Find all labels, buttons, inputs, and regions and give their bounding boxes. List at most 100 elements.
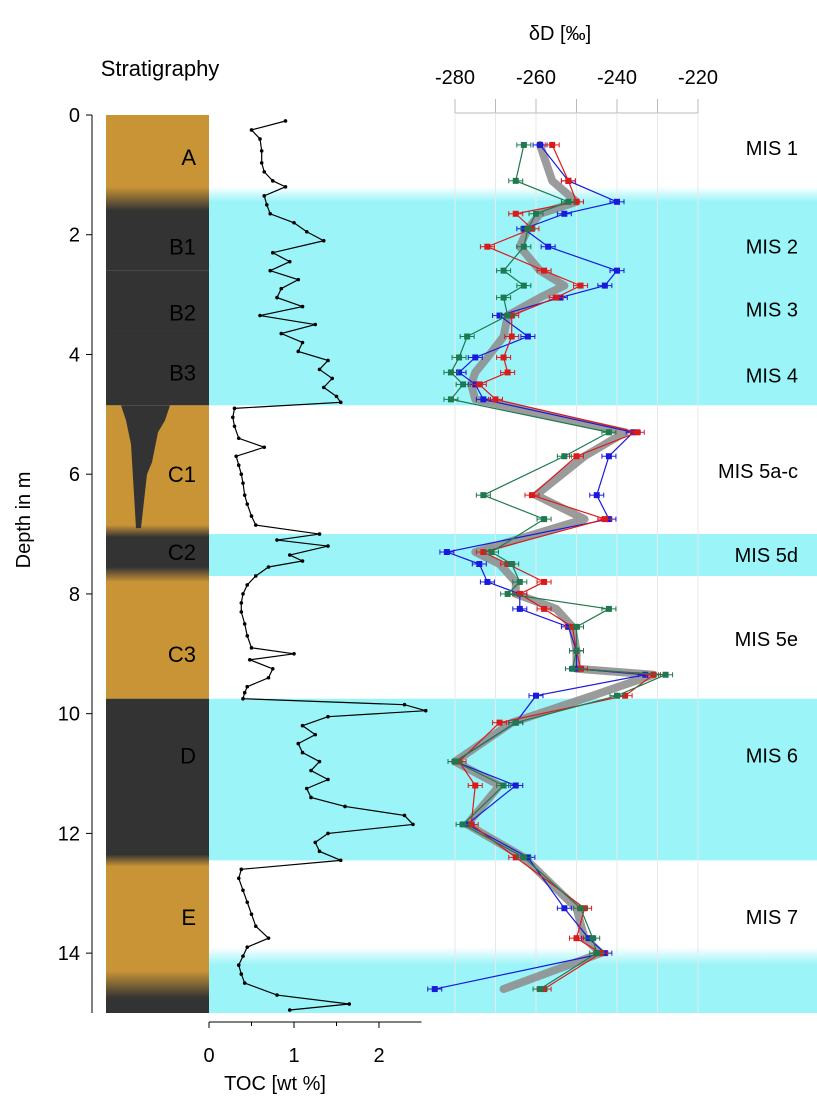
- toc-point: [258, 137, 262, 141]
- toc-point: [266, 565, 271, 569]
- toc-point: [245, 900, 250, 905]
- depth-tick-label: 4: [69, 344, 80, 366]
- toc-point: [423, 708, 428, 713]
- toc-tick-label: 1: [288, 1045, 299, 1067]
- toc-point: [317, 367, 322, 372]
- toc-curve: [231, 119, 428, 1012]
- toc-point: [343, 804, 347, 809]
- dd-point: [500, 354, 507, 361]
- toc-point: [241, 954, 245, 958]
- dd-point: [561, 210, 568, 217]
- dd-tick-label: -260: [516, 67, 556, 89]
- toc-point: [258, 313, 262, 318]
- toc-point: [402, 813, 407, 818]
- toc-point: [241, 592, 245, 596]
- strat-transition: [106, 566, 209, 582]
- toc-point: [266, 675, 271, 680]
- toc-point: [317, 759, 322, 764]
- dd-point: [601, 516, 608, 523]
- dd-point: [480, 396, 487, 403]
- toc-point: [245, 502, 250, 506]
- dd-point: [516, 605, 523, 612]
- mis-label: MIS 7: [746, 907, 798, 929]
- toc-point: [279, 331, 284, 336]
- dd-point: [589, 935, 596, 942]
- toc-point: [268, 268, 273, 273]
- toc-point: [309, 795, 313, 800]
- dd-point: [443, 549, 450, 556]
- strat-unit-label: D: [180, 744, 196, 769]
- strat-transition: [106, 186, 209, 211]
- dd-point: [520, 243, 527, 250]
- dd-point: [569, 665, 576, 672]
- mis-shade-band: [209, 198, 817, 406]
- toc-point: [313, 732, 318, 737]
- toc-point: [249, 646, 254, 650]
- toc-point: [338, 400, 343, 405]
- depth-tick-label: 6: [69, 464, 80, 486]
- dd-point: [492, 396, 499, 403]
- dd-point: [508, 333, 515, 340]
- dd-point: [605, 453, 612, 460]
- mis-shade-fade: [209, 186, 817, 202]
- toc-point: [317, 849, 322, 854]
- toc-point: [283, 185, 288, 189]
- mis-label: MIS 2: [746, 237, 798, 259]
- toc-point: [292, 220, 296, 225]
- mis-label: MIS 5a-c: [718, 461, 798, 483]
- toc-point: [245, 634, 250, 638]
- dd-point: [472, 354, 479, 361]
- mis-label: MIS 4: [746, 365, 798, 387]
- labels: Stratigraphy δD [‰] TOC [wt %] Depth in …: [13, 23, 798, 1095]
- dd-point: [561, 905, 568, 912]
- dd-point: [512, 210, 519, 217]
- toc-point: [292, 652, 296, 656]
- toc-point: [249, 128, 254, 132]
- toc-point: [402, 702, 407, 707]
- toc-point: [309, 768, 313, 773]
- dd-point: [573, 647, 580, 654]
- dd-point: [634, 429, 641, 436]
- dd-point: [476, 381, 483, 388]
- toc-point: [232, 424, 237, 429]
- toc-point: [242, 493, 247, 497]
- toc-point: [248, 657, 252, 662]
- toc-point: [326, 714, 330, 719]
- depth-tick-label: 12: [58, 823, 80, 845]
- toc-point: [279, 286, 284, 291]
- toc-point: [287, 553, 292, 557]
- dd-point: [605, 429, 612, 436]
- dd-curves: [427, 140, 674, 994]
- dd-point: [601, 282, 608, 289]
- toc-point: [287, 259, 292, 264]
- toc-point: [262, 445, 267, 450]
- toc-point: [245, 684, 250, 689]
- toc-tick-label: 2: [373, 1045, 384, 1067]
- toc-point: [334, 394, 339, 399]
- toc-point: [241, 481, 245, 485]
- toc-point: [300, 723, 305, 728]
- dd-point: [573, 198, 580, 205]
- dd-point: [452, 758, 458, 765]
- toc-point: [239, 972, 244, 976]
- toc-tick-label: 0: [203, 1045, 214, 1067]
- dd-point: [456, 369, 463, 376]
- strat-unit-label: B1: [169, 235, 196, 260]
- mis-label: MIS 1: [746, 138, 798, 160]
- dd-point: [573, 453, 580, 460]
- dd-point: [614, 267, 620, 274]
- dd-point: [520, 282, 527, 289]
- toc-point: [245, 583, 250, 587]
- toc-point: [239, 867, 244, 872]
- dd-point: [496, 312, 503, 319]
- strat-unit-base: [106, 998, 209, 1013]
- toc-point: [239, 601, 244, 605]
- dd-point: [500, 267, 507, 274]
- dd-point: [476, 561, 483, 567]
- depth-tick-label: 10: [58, 704, 80, 726]
- dd-point: [593, 950, 600, 957]
- dd-point: [520, 854, 527, 861]
- dd-point: [533, 692, 539, 699]
- dd-point: [533, 210, 539, 217]
